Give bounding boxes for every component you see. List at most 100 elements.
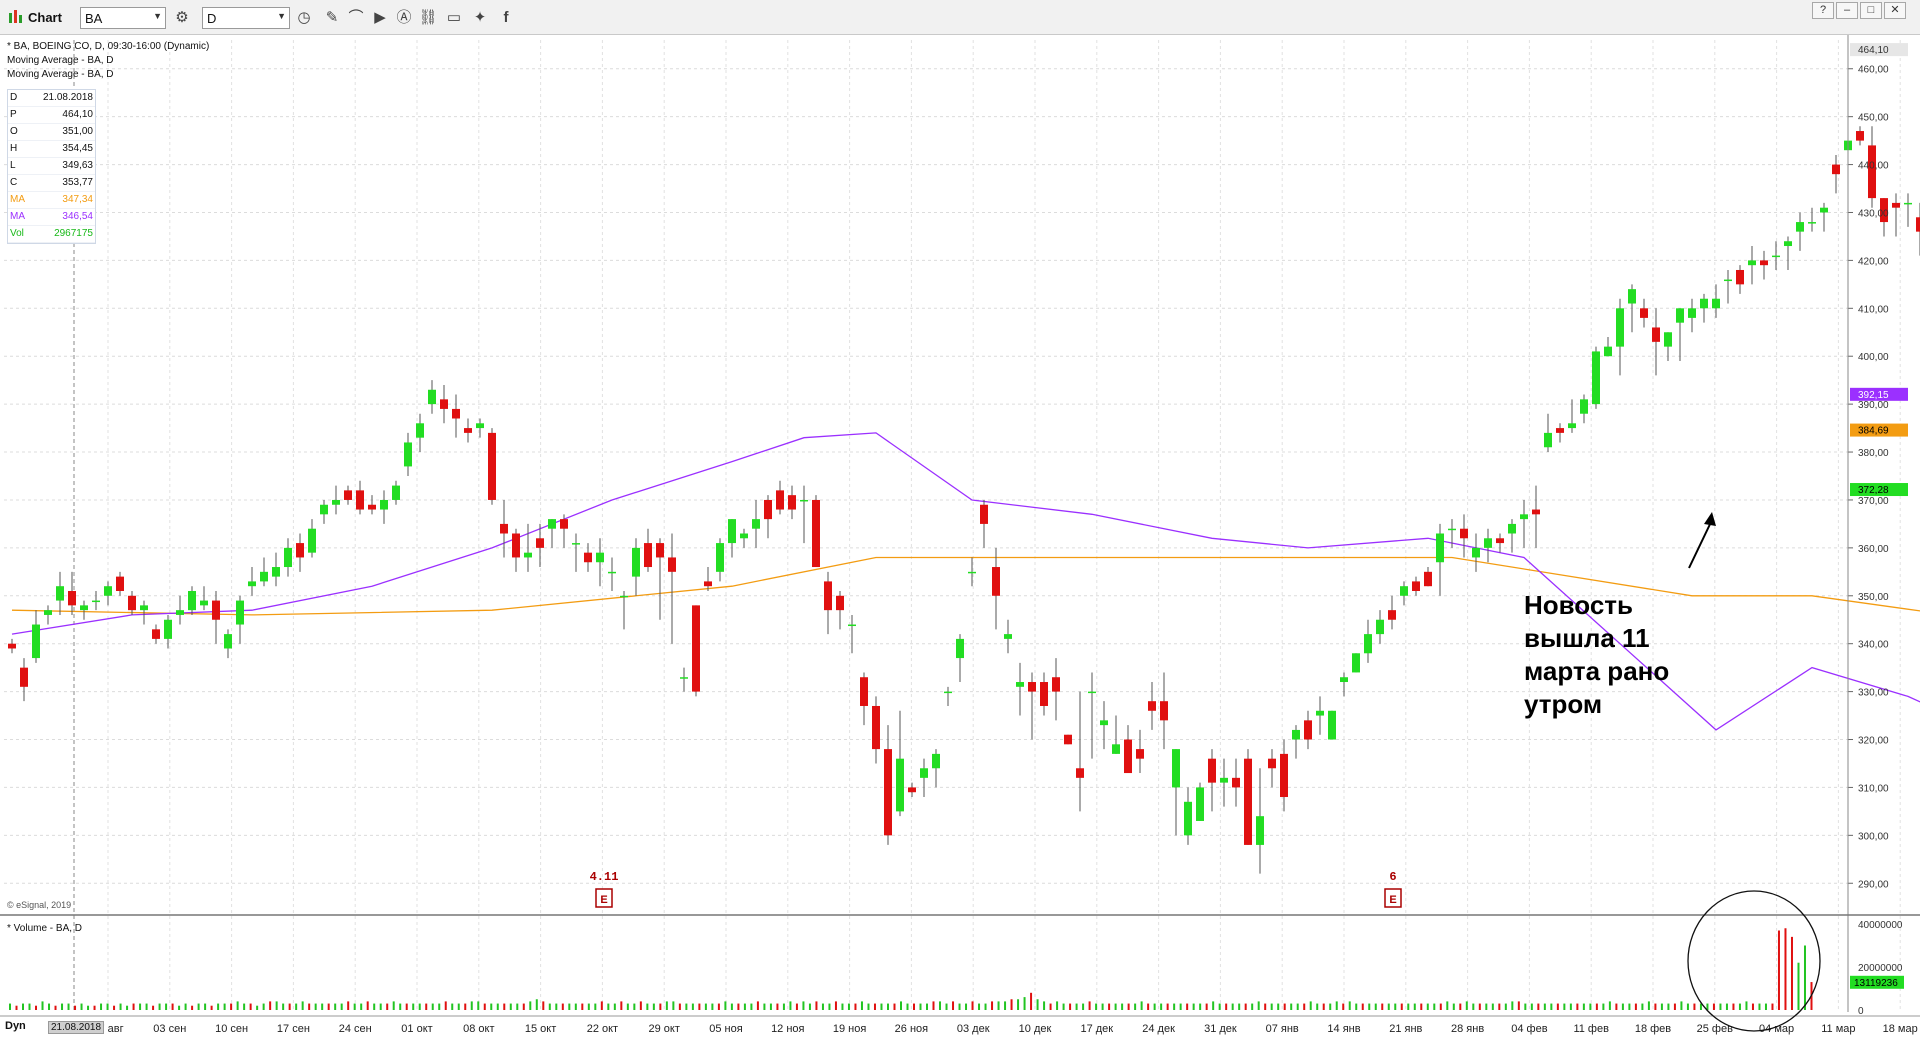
candle-body [1688,308,1696,318]
candle-body [368,504,376,510]
candle-body [968,571,976,574]
candle-body [452,408,460,419]
candle-body [668,557,676,572]
candle-body [248,581,256,587]
candle-body [1052,677,1060,692]
x-tick-label: 12 ноя [771,1023,804,1035]
earnings-flag-letter: E [1389,894,1396,906]
legend-ma-1: Moving Average - BA, D [7,55,114,66]
candle-body [884,749,892,836]
candle-body [92,600,100,603]
candle-body [860,677,868,706]
window-title: Chart [28,10,62,25]
candle-body [1460,528,1468,539]
candle-body [1640,308,1648,318]
legend-symbol: * BA, BOEING CO, D, 09:30-16:00 (Dynamic… [7,41,210,52]
y-tick-label: 440,00 [1858,161,1889,172]
interval-select[interactable]: D ▼ [202,7,290,29]
x-tick-label: 21 янв [1389,1023,1422,1035]
link-icon[interactable]: ⛓ [418,9,438,26]
candle-body [1604,346,1612,357]
y-tick-label: 310,00 [1858,783,1889,794]
data-window-key: H [10,143,18,154]
price-label-box [1850,387,1908,401]
candle-body [836,595,844,611]
candle-body [1292,729,1300,740]
candle-body [812,499,820,568]
comment-icon[interactable]: ▭ [446,9,462,26]
y-tick-label: 350,00 [1858,592,1889,603]
candle-body [1532,509,1540,515]
candle-body [488,432,496,500]
close-button[interactable]: ✕ [1884,2,1906,19]
x-tick-label: 11 мар [1821,1023,1855,1035]
x-tick-label: 17 сен [277,1023,310,1035]
x-tick-label: 01 окт [401,1023,432,1035]
twitter-icon[interactable]: ✦ [473,9,487,26]
volume-current-box [1850,975,1904,989]
candle-body [428,389,436,405]
arrow-head [1704,512,1716,526]
data-window-row: MA 346,54 [8,209,95,226]
chevron-down-icon[interactable]: ▼ [153,11,162,21]
clock-icon[interactable]: ◷ [297,9,311,26]
annotation-line: Новость [1524,590,1634,620]
volume-tick-label: 20000000 [1858,963,1903,974]
candle-body [788,495,796,510]
y-tick-label: 380,00 [1858,448,1889,459]
x-tick-label: 22 окт [587,1023,618,1035]
candle-body [1268,758,1276,769]
candle-body [272,567,280,577]
candle-body [8,643,16,649]
candle-body [416,423,424,438]
candle-body [1064,734,1072,745]
data-window-key: C [10,177,18,188]
data-window-key: MA [10,211,25,222]
candle-body [200,600,208,606]
candle-body [1136,749,1144,759]
price-chart[interactable]: 460,00 450,00 440,00 430,00 420,00 410,00 400,… [0,35,1920,1040]
pencil-icon[interactable]: ✎ [325,9,339,26]
y-tick-label: 450,00 [1858,113,1889,124]
trend-icon[interactable]: ⌒ [348,9,364,26]
candle-body [1868,145,1876,199]
facebook-icon[interactable]: f [503,9,509,26]
play-icon[interactable]: ▶ [374,9,386,26]
candle-body [1316,710,1324,716]
candle-body [464,428,472,433]
candle-body [908,787,916,793]
price-label: 392,15 [1858,390,1889,401]
cursor-date: 21.08.2018 [48,1021,105,1034]
data-window-row: D 21.08.2018 [8,90,95,107]
earnings-flag-icon [1384,888,1402,908]
data-window-key: Vol [10,228,24,239]
settings-gear-icon[interactable]: ⚙ [175,9,189,26]
data-window-row: H 354,45 [8,141,95,158]
minimize-button[interactable]: – [1836,2,1858,19]
candle-body [1748,260,1756,266]
candle-body [164,619,172,639]
esignal-watermark: © eSignal, 2019 [7,900,72,910]
candle-body [1652,327,1660,342]
maximize-button[interactable]: □ [1860,2,1882,19]
symbol-input[interactable]: BA ▼ [80,7,166,29]
candle-body [476,423,484,429]
candle-body [1352,653,1360,673]
data-window-value: 349,63 [62,160,93,171]
alert-icon[interactable]: Ⓐ [396,9,412,26]
help-button[interactable]: ? [1812,2,1834,19]
candle-body [1580,399,1588,414]
candle-body [1796,222,1804,232]
candle-body [728,519,736,544]
x-tick-label: 04 фев [1511,1023,1547,1035]
x-tick-label: 10 сен [215,1023,248,1035]
candle-body [800,499,808,502]
earnings-flag-icon [595,888,613,908]
data-window-row: Vol 2967175 [8,226,95,243]
dynamic-label[interactable]: Dyn [5,1020,26,1032]
candle-body [1724,279,1732,282]
candle-body [1628,289,1636,304]
candle-body [1040,682,1048,706]
candle-body [1220,777,1228,783]
chevron-down-icon[interactable]: ▼ [277,11,286,21]
